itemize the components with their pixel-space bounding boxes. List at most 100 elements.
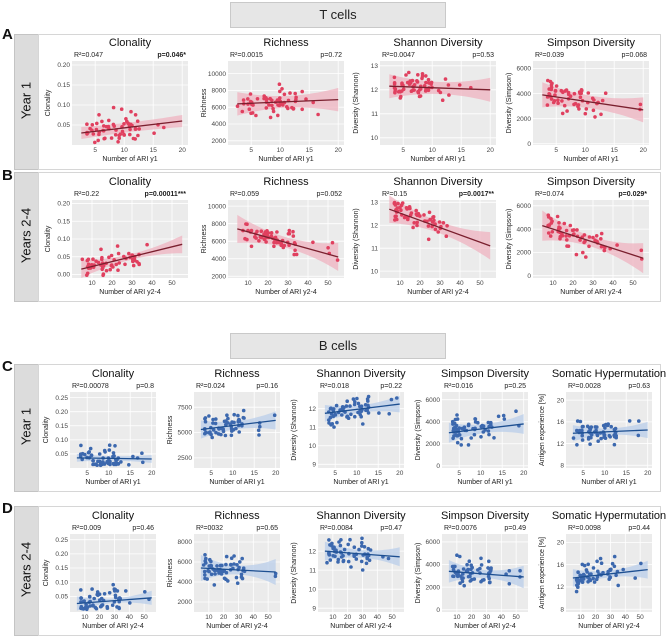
data-point [424,80,428,85]
data-point [564,88,569,92]
data-point [224,554,229,559]
data-point [128,127,132,132]
data-point [107,255,111,260]
data-point [393,90,397,95]
data-point [362,545,367,549]
data-point [488,580,492,584]
y-tick-label: 8 [560,606,564,613]
data-point [257,433,261,437]
data-point [560,234,565,238]
data-point [451,426,456,431]
data-point [114,262,118,267]
y-tick-label: 12 [371,87,379,94]
y-tick-label: 2000 [426,441,441,448]
data-point [607,433,612,438]
x-tick-label: 10 [429,147,437,154]
data-point [219,432,223,437]
data-point [572,91,577,96]
data-point [431,215,435,219]
b-cells-header: B cells [230,333,446,359]
data-point [576,585,580,589]
data-point [568,94,573,98]
data-point [330,544,334,548]
data-point [562,221,567,226]
data-point [575,419,580,423]
data-point [461,572,465,576]
data-point [222,419,227,424]
chart-d-shm: Somatic Hypermutation R²=0.0098 p=0.44 8 12 1… [539,510,666,630]
data-point [426,224,431,228]
data-point [340,413,344,417]
x-tick-label: 20 [640,147,648,154]
data-point [111,582,115,587]
data-point [206,568,210,573]
data-point [411,225,415,230]
x-axis-label: Number of ARI y2-4 [407,289,469,296]
y-tick-label: 12 [557,441,565,448]
p-value-label: p=0.49 [504,525,526,532]
y-tick-label: 16 [557,419,565,426]
data-point [392,201,397,206]
data-point [357,547,361,552]
p-value-label: p=0.53 [472,52,494,59]
data-point [407,82,412,86]
data-point [360,536,364,541]
chart-d-shannon: Shannon Diversity R²=0.0084 p=0.47 9 10 11 12 1… [291,510,406,630]
data-point [215,564,219,568]
data-point [249,244,254,249]
data-point [404,73,408,77]
data-point [226,416,230,421]
data-point [120,129,125,134]
x-tick-label: 15 [623,470,631,477]
data-point [578,573,582,578]
data-point [570,228,575,233]
regression-line [237,98,339,105]
y-tick-label: 12 [371,222,379,229]
data-point [217,571,221,575]
data-point [108,462,112,467]
x-tick-label: 50 [476,280,484,287]
r2-label: R²=0.074 [535,191,564,198]
data-point [363,403,368,407]
data-point [136,133,140,138]
panel-letter-c: C [2,358,13,375]
x-tick-label: 50 [389,614,397,621]
data-point [243,236,247,241]
data-point [554,84,559,88]
data-point [91,604,95,608]
chart-c-richness: Richness R²=0.024 p=0.16 2500 5000 7500 5 10 15 2… [167,368,280,486]
x-tick-label: 15 [499,470,507,477]
data-point [392,86,397,90]
data-point [221,429,226,434]
data-point [627,419,632,423]
p-value-label: p=0.16 [256,383,278,390]
data-point [595,559,599,564]
data-point [117,605,121,610]
x-tick-label: 5 [85,470,89,477]
x-tick-label: 50 [513,614,521,621]
y-tick-label: 4000 [517,91,532,98]
row-band-a [14,34,40,170]
r2-label: R²=0.0015 [230,52,263,59]
data-point [586,562,590,567]
data-point [145,242,149,247]
data-point [162,125,166,130]
data-point [368,548,373,552]
data-point [113,133,118,137]
data-point [596,569,600,574]
y-tick-label: 2000 [178,599,193,606]
data-point [417,88,422,92]
x-tick-label: 40 [498,614,506,621]
x-tick-label: 50 [629,280,637,287]
data-point [241,566,246,570]
data-point [361,422,365,426]
data-point [244,222,248,226]
data-point [262,96,266,101]
chart-title: Shannon Diversity [393,176,483,188]
data-point [433,227,438,232]
data-point [101,272,106,276]
y-tick-label: 5000 [178,430,193,437]
data-point [404,206,409,210]
data-point [333,412,337,417]
x-tick-label: 10 [453,614,461,621]
